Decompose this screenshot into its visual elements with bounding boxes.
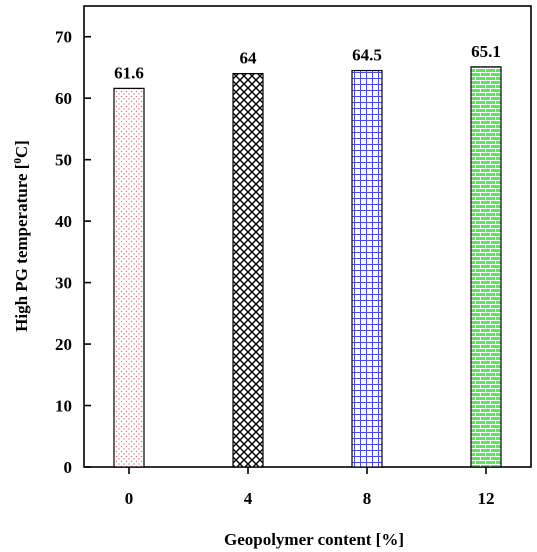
bar-4	[232, 73, 264, 468]
x-tick-label: 0	[125, 489, 134, 508]
data-label-8: 64.5	[352, 46, 382, 65]
y-tick-label: 30	[55, 274, 72, 293]
data-labels: 61.6 64 64.5 65.1	[114, 42, 501, 83]
data-label-12: 65.1	[471, 42, 501, 61]
y-tick-label: 70	[55, 28, 72, 47]
plot-area: 0 10 20 30 40 50 60 70 0 4 8 12 61.6 64 64.5 65.1	[55, 5, 532, 508]
bar-series	[113, 66, 502, 468]
data-label-4: 64	[240, 49, 258, 68]
y-axis-label: High PG temperature [0C]	[12, 140, 31, 332]
bar-12	[470, 66, 502, 468]
bar-8	[351, 69, 383, 468]
x-tick-label: 8	[363, 489, 372, 508]
plot-frame	[83, 5, 532, 468]
y-axis: 0 10 20 30 40 50 60 70	[55, 28, 91, 477]
y-tick-label: 40	[55, 212, 72, 231]
x-axis: 0 4 8 12	[125, 467, 495, 508]
y-tick-label: 50	[55, 151, 72, 170]
x-axis-label: Geopolymer content [%]	[224, 530, 404, 549]
x-tick-label: 4	[244, 489, 253, 508]
bar-0	[113, 87, 145, 468]
y-axis-label-main: High PG temperature [	[12, 163, 31, 332]
y-axis-label-superscript: 0	[12, 158, 24, 164]
data-label-0: 61.6	[114, 63, 144, 82]
x-tick-label: 12	[478, 489, 495, 508]
y-axis-label-tail: C]	[12, 140, 31, 158]
y-tick-label: 20	[55, 335, 72, 354]
y-tick-label: 10	[55, 397, 72, 416]
y-tick-label: 60	[55, 89, 72, 108]
y-tick-label: 0	[64, 458, 73, 477]
